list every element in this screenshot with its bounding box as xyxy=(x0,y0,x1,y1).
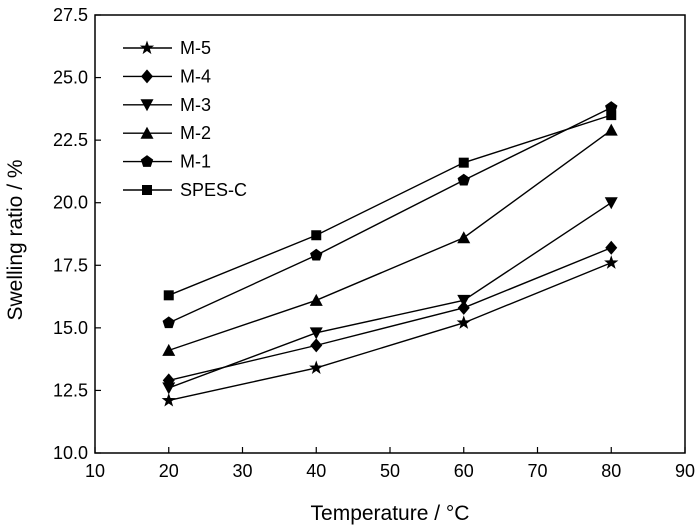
series-m-4 xyxy=(162,240,618,388)
data-point-m-3 xyxy=(457,294,471,307)
data-point-m-5 xyxy=(309,360,324,374)
y-tick-label: 17.5 xyxy=(53,255,88,275)
series-spes-c xyxy=(163,110,617,301)
legend-label: M-3 xyxy=(180,95,211,115)
series-line-m-2 xyxy=(168,129,612,352)
data-point-m-5 xyxy=(604,255,619,269)
legend-label: SPES-C xyxy=(180,180,247,200)
legend-label: M-1 xyxy=(180,152,211,172)
axis-ticks: 10 20 30 40 50 60 70 80 90 10.0 12.5 15.0 17.5 20.0 22… xyxy=(53,5,695,481)
data-point-m-2 xyxy=(309,293,323,306)
data-point-spes-c xyxy=(163,290,174,301)
x-tick-label: 40 xyxy=(306,461,326,481)
data-point-m-4 xyxy=(457,300,470,315)
series-line-m-3 xyxy=(168,202,612,389)
legend-item-m-1: M-1 xyxy=(123,152,211,172)
y-tick-label: 10.0 xyxy=(53,443,88,463)
legend-item-spes-c: SPES-C xyxy=(123,180,247,200)
legend-label: M-5 xyxy=(180,38,211,58)
series-line-spes-c xyxy=(168,114,612,296)
series-layer xyxy=(161,101,619,407)
legend-item-m-3: M-3 xyxy=(123,95,211,115)
series-line-m-1 xyxy=(168,106,612,324)
data-point-m-3 xyxy=(162,382,176,395)
data-point-m-3 xyxy=(604,197,618,210)
data-point-m-5 xyxy=(161,392,176,407)
x-tick-label: 60 xyxy=(454,461,474,481)
y-tick-label: 20.0 xyxy=(53,193,88,213)
series-m-3 xyxy=(162,197,618,395)
y-tick-label: 22.5 xyxy=(53,130,88,150)
legend-marker-m-2 xyxy=(140,126,154,139)
data-point-spes-c xyxy=(458,157,469,168)
x-tick-label: 20 xyxy=(159,461,179,481)
data-point-m-3 xyxy=(309,327,323,340)
legend-item-m-5: M-5 xyxy=(123,38,211,58)
y-tick-label: 25.0 xyxy=(53,68,88,88)
series-m-2 xyxy=(162,123,618,356)
data-point-m-1 xyxy=(310,248,323,261)
x-tick-label: 30 xyxy=(232,461,252,481)
legend: M-5 M-4 M-3 M-2 M-1 SPES-C xyxy=(123,38,247,200)
legend-marker-m-5 xyxy=(139,40,155,55)
legend-marker-m-4 xyxy=(141,69,153,84)
data-point-spes-c xyxy=(606,110,617,121)
legend-marker-m-1 xyxy=(140,155,154,167)
series-line-m-5 xyxy=(168,262,612,402)
data-point-m-1 xyxy=(162,316,175,329)
y-tick-label: 27.5 xyxy=(53,5,88,25)
data-point-m-4 xyxy=(605,240,618,255)
series-m-5 xyxy=(161,255,619,407)
legend-label: M-2 xyxy=(180,123,211,143)
x-tick-label: 10 xyxy=(85,461,105,481)
y-tick-label: 12.5 xyxy=(53,380,88,400)
x-tick-label: 90 xyxy=(675,461,695,481)
series-line-m-4 xyxy=(168,247,612,382)
legend-label: M-4 xyxy=(180,66,211,86)
data-point-m-2 xyxy=(162,343,176,356)
y-axis-label: Swelling ratio / % xyxy=(4,159,27,320)
x-tick-label: 70 xyxy=(527,461,547,481)
data-point-m-2 xyxy=(457,231,471,244)
legend-marker-spes-c xyxy=(142,185,152,195)
series-m-1 xyxy=(162,101,618,329)
data-point-m-4 xyxy=(310,338,323,353)
data-point-m-1 xyxy=(457,173,470,186)
data-point-m-1 xyxy=(605,101,618,113)
legend-item-m-4: M-4 xyxy=(123,66,211,86)
x-tick-label: 50 xyxy=(380,461,400,481)
data-point-m-2 xyxy=(604,123,618,136)
data-point-spes-c xyxy=(311,230,322,241)
x-tick-label: 80 xyxy=(601,461,621,481)
data-point-m-5 xyxy=(456,315,471,329)
legend-marker-m-3 xyxy=(140,99,154,112)
y-tick-label: 15.0 xyxy=(53,318,88,338)
x-axis-label: Temperature / °C xyxy=(311,502,470,525)
legend-item-m-2: M-2 xyxy=(123,123,211,143)
